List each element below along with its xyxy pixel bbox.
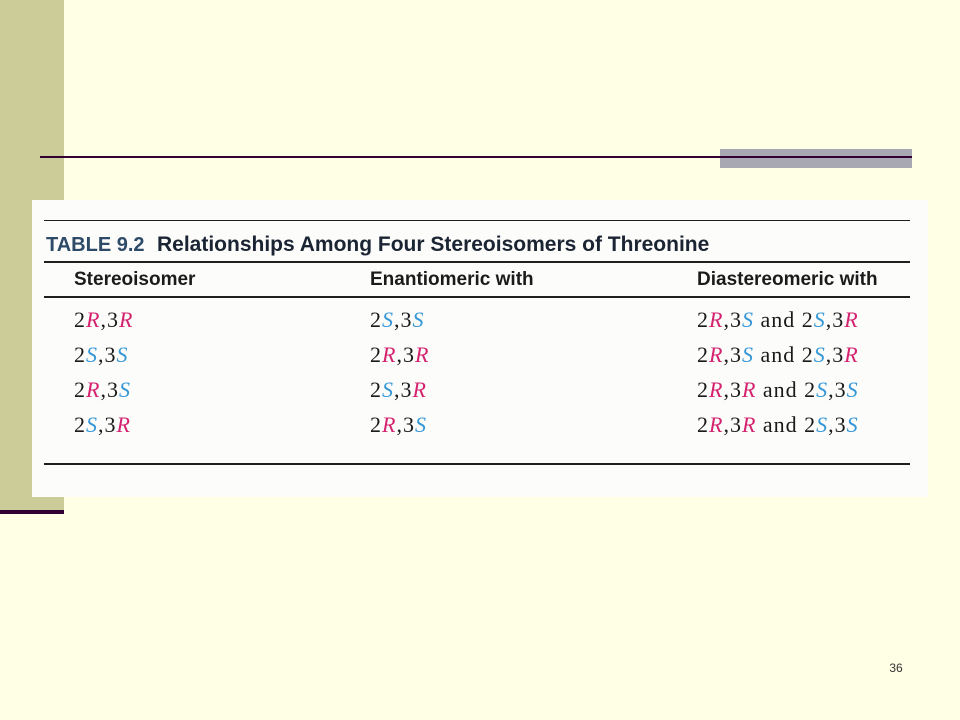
title-rule [40,156,912,158]
configuration-R: R [412,377,427,402]
configuration-S: S [86,342,98,367]
configuration-R: R [844,307,859,332]
configuration-R: R [709,307,724,332]
configuration-S: S [116,342,129,367]
table-title: Relationships Among Four Stereoisomers o… [157,233,710,256]
configuration-S: S [741,342,754,367]
configuration-R: R [382,342,397,367]
configuration-S: S [382,307,394,332]
configuration-S: S [382,377,394,402]
enantiomer-cell: 2R,3S [370,412,427,437]
stereoisomer-cell: 2R,3S [74,377,131,402]
configuration-S: S [118,377,131,402]
page-number: 36 [889,661,903,675]
configuration-S: S [813,342,826,367]
accent-bar-footer-line [0,510,64,514]
configuration-S: S [412,307,425,332]
configuration-S: S [846,377,859,402]
diastereomer-cell: 2R,3R and 2S,3S [697,377,859,402]
configuration-S: S [741,307,754,332]
table-heading: TABLE 9.2 Relationships Among Four Stere… [46,232,709,260]
configuration-R: R [709,377,724,402]
table-bottom-rule [44,463,910,465]
configuration-R: R [118,307,134,332]
configuration-R: R [709,342,724,367]
configuration-R: R [414,342,430,367]
configuration-S: S [414,412,427,437]
configuration-R: R [741,412,757,437]
table-label: TABLE 9.2 [46,234,145,256]
stereoisomer-cell: 2S,3R [74,412,131,437]
diastereomer-cell: 2R,3S and 2S,3R [697,342,859,367]
table-row: 2S,3S 2R,3R 2R,3S and 2S,3R [32,340,928,370]
column-header-stereoisomer: Stereoisomer [74,269,196,290]
configuration-R: R [86,377,101,402]
stereoisomer-cell: 2S,3S [74,342,129,367]
table-top-rule [44,220,910,221]
configuration-R: R [844,342,859,367]
stereoisomer-cell: 2R,3R [74,307,134,332]
configuration-R: R [709,412,724,437]
table-row: 2R,3R 2S,3S 2R,3S and 2S,3R [32,305,928,335]
configuration-S: S [846,412,859,437]
configuration-S: S [813,307,826,332]
enantiomer-cell: 2R,3R [370,342,430,367]
diastereomer-cell: 2R,3R and 2S,3S [697,412,859,437]
enantiomer-cell: 2S,3R [370,377,427,402]
diastereomer-cell: 2R,3S and 2S,3R [697,307,859,332]
title-rule-block [720,149,912,168]
table-image: TABLE 9.2 Relationships Among Four Stere… [32,200,928,497]
enantiomer-cell: 2S,3S [370,307,425,332]
configuration-R: R [741,377,757,402]
configuration-R: R [86,307,101,332]
header-bottom-rule [44,296,910,298]
table-row: 2S,3R 2R,3S 2R,3R and 2S,3S [32,410,928,440]
configuration-S: S [816,377,829,402]
column-header-diastereomeric: Diastereomeric with [697,269,878,290]
configuration-R: R [116,412,131,437]
configuration-S: S [86,412,98,437]
table-row: 2R,3S 2S,3R 2R,3R and 2S,3S [32,375,928,405]
table-title-rule [44,261,910,263]
configuration-R: R [382,412,397,437]
column-header-enantiomeric: Enantiomeric with [370,269,534,290]
configuration-S: S [816,412,829,437]
